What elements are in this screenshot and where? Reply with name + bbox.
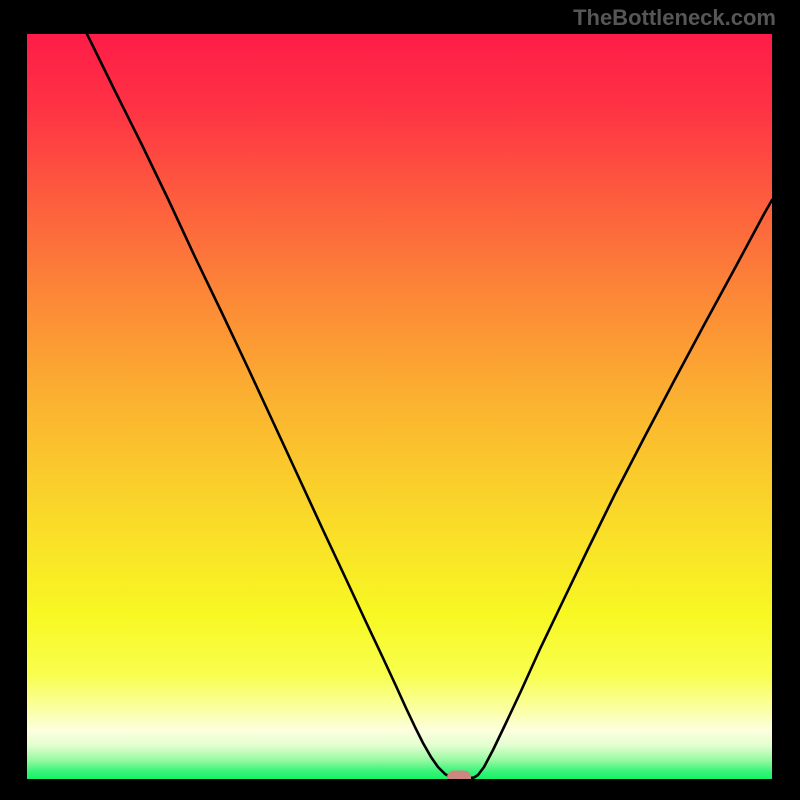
watermark-text: TheBottleneck.com	[573, 5, 776, 31]
minimum-marker	[447, 771, 471, 780]
bottleneck-curve	[27, 34, 772, 779]
plot-area	[27, 34, 772, 779]
chart-root: TheBottleneck.com	[0, 0, 800, 800]
